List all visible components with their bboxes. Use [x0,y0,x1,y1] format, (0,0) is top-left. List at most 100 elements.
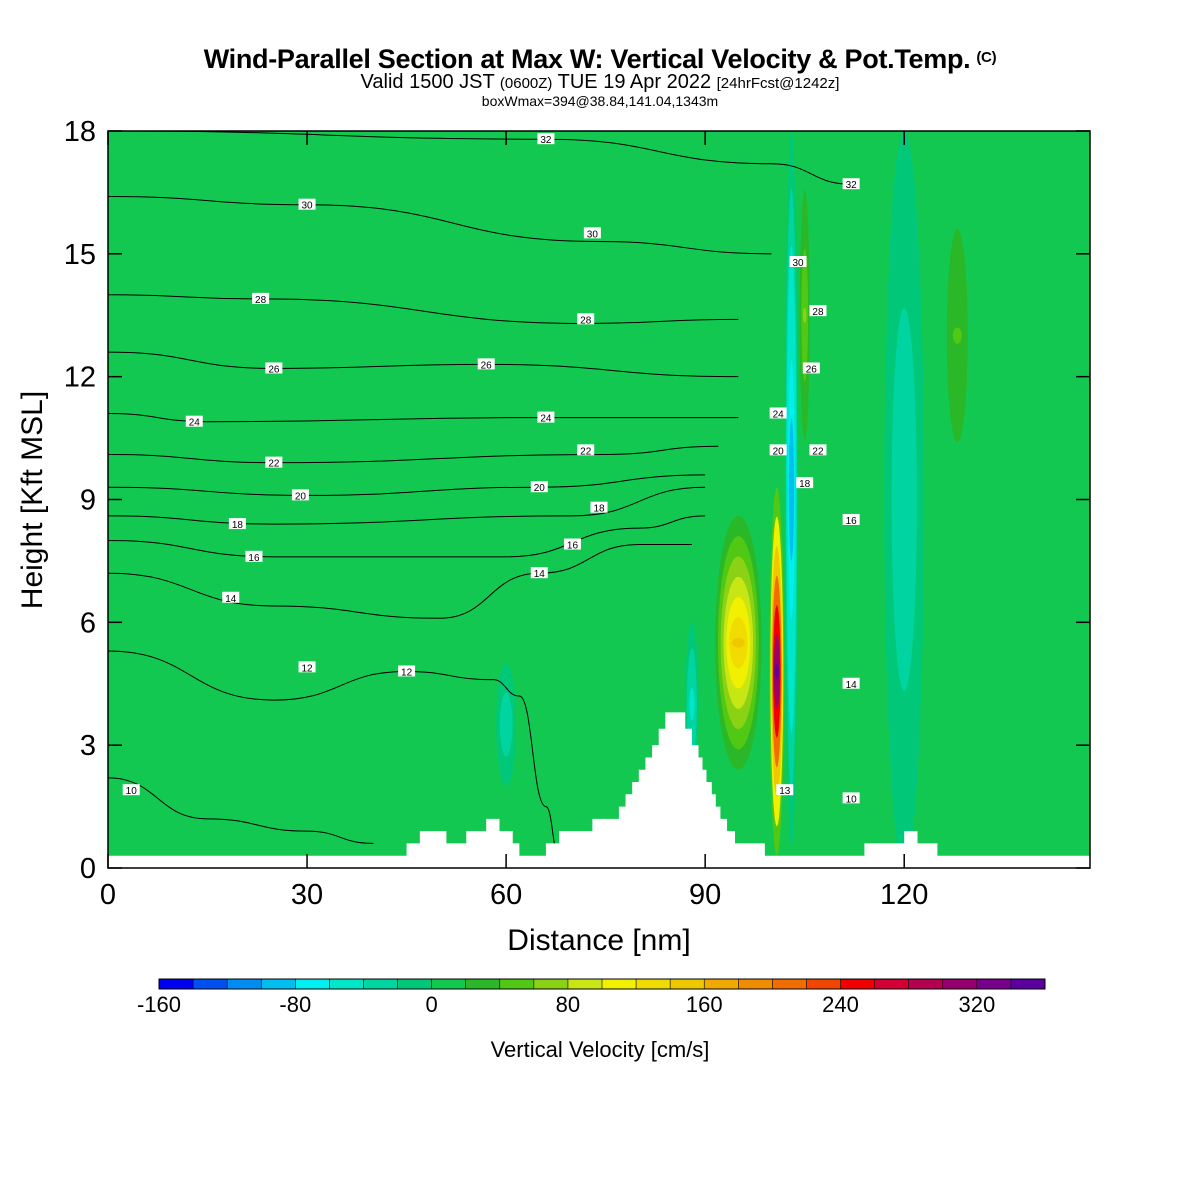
theta-label-box [122,784,140,796]
theta-contour-label: 20 [291,489,309,502]
axes: 0 30 60 90 120 0 3 6 9 12 15 18 [64,116,1091,911]
theta-label-box [265,362,283,374]
theta-label-text: 14 [846,680,858,691]
colorbar-tick-label: -160 [137,992,181,1017]
theta-contour-label: 24 [537,411,555,425]
colorbar-swatch [908,979,944,989]
w-contour-band [952,327,962,344]
theta-contour-line [108,474,706,496]
colorbar-swatch [533,979,569,989]
theta-contour-label: 22 [265,456,283,470]
y-tick-label: 0 [80,853,96,885]
theta-contour-label: 18 [796,477,814,490]
theta-contour-label: 14 [530,567,548,580]
theta-label-box [265,456,283,468]
colorbar-swatch [397,979,433,989]
colorbar-swatch [193,979,228,989]
theta-label-text: 20 [773,446,785,457]
theta-label-box [530,481,548,493]
colorbar-title: Vertical Velocity [cm/s] [491,1037,710,1062]
theta-label-text: 22 [812,446,824,457]
theta-contour-label: 20 [769,444,787,457]
theta-label-text: 30 [301,201,313,212]
theta-label-text: 16 [248,553,260,564]
theta-label-box [228,518,246,530]
theta-label-box [789,256,807,268]
theta-contour-label: 32 [537,133,555,146]
colorbar-tick-label: 320 [958,992,995,1017]
x-axis-label: Distance [nm] [507,924,690,957]
colorbar-swatch [942,979,978,989]
theta-label-box [577,313,595,325]
theta-label-text: 14 [534,569,546,580]
theta-label-box [537,411,555,423]
theta-label-text: 18 [799,479,811,490]
w-contour-band [802,307,807,323]
theta-label-box [583,227,601,239]
theta-label-text: 32 [846,180,858,191]
theta-label-box [298,661,316,673]
theta-label-text: 22 [268,459,280,470]
theta-label-text: 24 [189,418,201,429]
w-contour-band [503,722,509,728]
theta-label-box [769,444,787,456]
colorbar-tick-label: 0 [425,992,437,1017]
theta-label-box [245,550,263,562]
theta-label-box [802,362,820,374]
theta-contour-line [108,777,374,844]
colorbar-swatch [874,979,910,989]
colorbar-swatch [227,979,262,989]
theta-label-box [577,444,595,456]
colorbar-swatch [1010,979,1046,989]
theta-label-text: 12 [401,667,413,678]
theta-label-box [398,665,416,677]
w-contour-band [898,484,910,515]
theta-contour-label: 30 [789,256,807,269]
terrain [108,712,1090,868]
colorbar-swatch [159,979,194,989]
theta-contour-label: 14 [222,591,240,605]
colorbar-tick-label: 80 [556,992,580,1017]
theta-label-text: 28 [255,295,267,306]
colorbar-swatch [840,979,876,989]
colorbar-tick-label: 160 [686,992,723,1017]
theta-label-text: 16 [567,541,579,552]
theta-contour-label: 32 [842,178,860,191]
theta-label-box [842,792,860,804]
colorbar-swatch [329,979,364,989]
theta-label-text: 32 [540,135,552,146]
theta-label-text: 24 [540,414,552,425]
w-field [108,131,1090,868]
theta-contour-label: 24 [185,415,203,429]
copyright-mark: (C) [976,49,997,66]
theta-label-box [809,444,827,456]
colorbar-swatch [431,979,467,989]
theta-contour-line [108,413,739,423]
theta-label-box [252,292,270,304]
theta-label-box [809,305,827,317]
theta-contour-label: 20 [530,481,548,494]
colorbar-swatch [636,979,671,989]
theta-label-box [590,501,608,513]
y-tick-label: 9 [80,485,96,517]
theta-contour-label: 28 [809,305,827,318]
theta-contour-line [108,486,706,525]
theta-label-text: 30 [792,258,804,269]
theta-label-box [842,178,860,190]
w-contour-band [690,700,694,708]
colorbar: -160 -80 0 80 160 240 320 [137,978,1046,1017]
theta-label-box [776,784,794,796]
colorbar-swatch [670,979,705,989]
colorbar-swatch [363,979,399,989]
theta-contour-label: 10 [122,784,140,797]
theta-contour-line [108,515,706,558]
theta-label-text: 13 [779,786,791,797]
colorbar-swatch [704,979,739,989]
colorbar-tick-label: 240 [822,992,859,1017]
theta-label-text: 18 [232,520,244,531]
theta-contour-label: 28 [577,313,595,326]
theta-contour-label: 30 [583,227,601,240]
colorbar-swatch [499,979,535,989]
theta-contours: 10 12 14 16 18 20 22 24 26 28 30 32 12 14 16 18 20 22 24 26… [108,131,860,857]
theta-contour-line [108,294,739,324]
